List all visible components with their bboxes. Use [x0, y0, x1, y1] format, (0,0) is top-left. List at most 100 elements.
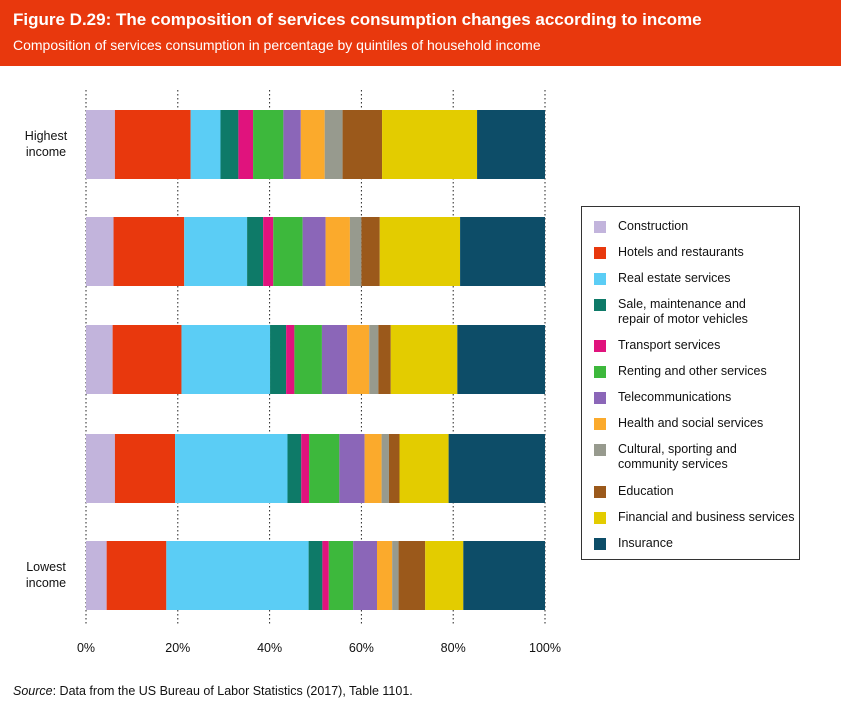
bar-segment	[448, 434, 545, 503]
bar-segment	[300, 110, 325, 179]
bar-segment	[392, 541, 399, 610]
bar-segment	[114, 434, 176, 503]
source-prefix: Source	[13, 684, 53, 698]
legend-label: Construction	[618, 219, 689, 233]
figure-title: Figure D.29: The composition of services…	[13, 10, 702, 29]
legend-swatch	[594, 444, 606, 456]
bar-segment	[398, 541, 426, 610]
bar-segment	[106, 541, 167, 610]
bar-segment	[86, 217, 114, 286]
legend-item: Education	[594, 484, 798, 499]
bar-segment	[294, 325, 322, 394]
category-label-line: Highest	[24, 128, 68, 143]
source-note: Source: Data from the US Bureau of Labor…	[13, 684, 413, 698]
bar-segment	[220, 110, 239, 179]
legend-label: Hotels and restaurants	[618, 245, 744, 259]
legend-item: Sale, maintenance and repair of motor veh…	[594, 297, 798, 327]
bar-segment	[86, 434, 115, 503]
bar-segment	[378, 325, 391, 394]
bar-segment	[364, 434, 382, 503]
bar-segment	[460, 217, 545, 286]
x-tick-label: 0%	[77, 641, 95, 655]
legend-swatch	[594, 392, 606, 404]
bar-segment	[425, 541, 464, 610]
bar-segment	[353, 541, 378, 610]
bar-segment	[324, 110, 343, 179]
bar-segment	[349, 217, 362, 286]
bar-segment	[181, 325, 271, 394]
x-tick-label: 40%	[257, 641, 282, 655]
bar-segment	[457, 325, 545, 394]
bar-segment	[114, 110, 191, 179]
legend-label: Transport services	[618, 338, 721, 352]
bar-segment	[342, 110, 383, 179]
bar-segment	[379, 217, 461, 286]
bar-segment	[322, 541, 329, 610]
category-label-line: Lowest	[26, 559, 66, 574]
category-label: Highest income	[6, 128, 86, 160]
legend-label: Real estate services	[618, 271, 731, 285]
bar-segment	[175, 434, 288, 503]
bar-segment	[361, 217, 380, 286]
bar-segment	[321, 325, 348, 394]
bar-segment	[190, 110, 221, 179]
bar-segment	[184, 217, 248, 286]
bar-segment	[328, 541, 354, 610]
legend-label: Health and social services	[618, 416, 764, 430]
legend-swatch	[594, 512, 606, 524]
legend-swatch	[594, 486, 606, 498]
x-tick-label: 60%	[349, 641, 374, 655]
bar-segment	[283, 110, 301, 179]
source-text: : Data from the US Bureau of Labor Stati…	[52, 684, 413, 698]
bar-segment	[287, 434, 302, 503]
legend-swatch	[594, 247, 606, 259]
legend-item: Insurance	[594, 536, 798, 551]
bar-segment	[477, 110, 545, 179]
bar-segment	[263, 217, 274, 286]
legend-item: Transport services	[594, 338, 798, 353]
bar-segment	[253, 110, 284, 179]
legend-label: Renting and other services	[618, 364, 767, 378]
bar-segment	[286, 325, 295, 394]
bar-segment	[325, 217, 350, 286]
x-tick-label: 100%	[529, 641, 561, 655]
x-tick-label: 20%	[165, 641, 190, 655]
bar-segment	[399, 434, 449, 503]
chart-legend: Construction Hotels and restaurants Real e…	[581, 206, 800, 560]
bar-segment	[238, 110, 254, 179]
bar-segment	[86, 541, 107, 610]
bar-segment	[113, 217, 185, 286]
bar-segment	[86, 110, 115, 179]
legend-item: Construction	[594, 219, 798, 234]
legend-swatch	[594, 340, 606, 352]
bar-segment	[270, 325, 287, 394]
stacked-bar-chart: 0% 20% 40% 60% 80% 100%	[77, 90, 561, 655]
legend-swatch	[594, 538, 606, 550]
category-label-line: income	[25, 575, 67, 590]
legend-swatch	[594, 418, 606, 430]
bar-segment	[339, 434, 365, 503]
legend-label: Education	[618, 484, 674, 498]
bar-segment	[377, 541, 393, 610]
legend-swatch	[594, 221, 606, 233]
legend-label: Insurance	[618, 536, 673, 550]
bar-segment	[302, 217, 326, 286]
legend-item: Health and social services	[594, 416, 798, 431]
category-label: Lowest income	[6, 559, 86, 591]
bar-segment	[369, 325, 379, 394]
category-label-line: income	[25, 144, 67, 159]
bar-segment	[463, 541, 545, 610]
legend-swatch	[594, 273, 606, 285]
legend-swatch	[594, 366, 606, 378]
legend-item: Hotels and restaurants	[594, 245, 798, 260]
legend-item: Financial and business services	[594, 510, 798, 525]
legend-label: Financial and business services	[618, 510, 795, 524]
bar-segment	[112, 325, 182, 394]
bar-segment	[309, 434, 340, 503]
legend-swatch	[594, 299, 606, 311]
bar-segment	[382, 110, 478, 179]
bar-segment	[273, 217, 303, 286]
bar-segment	[301, 434, 310, 503]
bar-segment	[308, 541, 323, 610]
figure-subtitle: Composition of services consumption in p…	[13, 37, 541, 53]
